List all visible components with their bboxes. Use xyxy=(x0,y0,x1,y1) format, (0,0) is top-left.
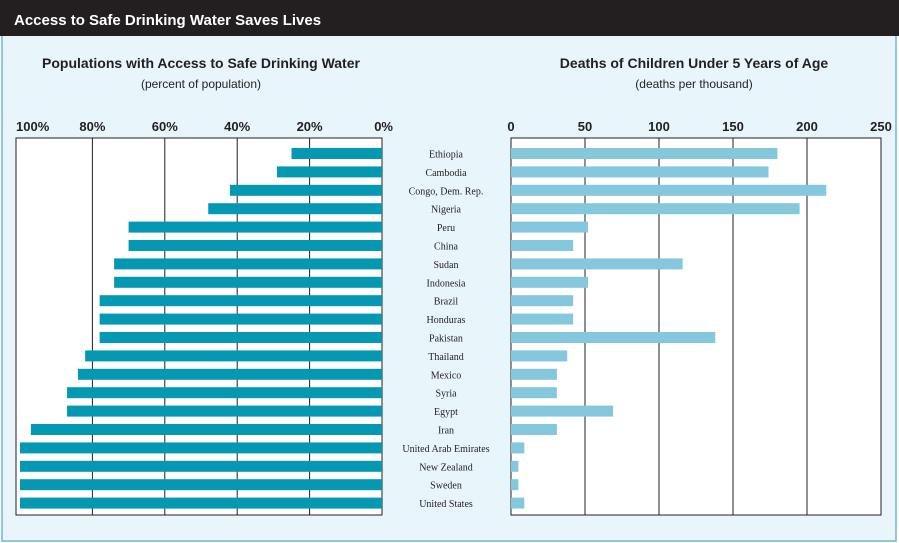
right-bar xyxy=(511,313,574,325)
left-bar xyxy=(277,166,382,178)
country-label: Honduras xyxy=(427,315,466,326)
right-bar xyxy=(511,203,800,215)
left-bar xyxy=(20,442,382,454)
country-label: Cambodia xyxy=(425,168,467,179)
country-label: Thailand xyxy=(428,352,464,363)
left-bar xyxy=(77,368,383,380)
right-axis-ticks: 0 50 100 150 200 250 xyxy=(507,119,891,134)
country-label: Sweden xyxy=(430,481,462,492)
right-bar xyxy=(511,276,588,288)
right-bar xyxy=(511,221,588,233)
left-bar xyxy=(99,313,382,325)
country-label: Indonesia xyxy=(427,278,466,289)
left-tick-label: 20% xyxy=(297,119,323,134)
right-plot-area xyxy=(510,137,882,516)
country-label: Nigeria xyxy=(431,205,462,216)
left-bar xyxy=(67,405,382,417)
right-bar xyxy=(511,442,525,454)
right-tick-label: 150 xyxy=(722,119,744,134)
country-label: Congo, Dem. Rep. xyxy=(409,186,484,197)
left-bar xyxy=(114,276,383,288)
left-bar xyxy=(229,184,382,196)
left-bar xyxy=(20,460,382,472)
right-bar xyxy=(511,184,827,196)
right-bar xyxy=(511,148,778,159)
country-label: Syria xyxy=(435,389,457,400)
right-bar xyxy=(511,332,716,343)
left-bar xyxy=(114,258,383,270)
figure-title: Access to Safe Drinking Water Saves Live… xyxy=(14,12,321,29)
right-bar xyxy=(511,479,519,491)
country-label: Mexico xyxy=(431,370,462,381)
left-bar xyxy=(85,350,382,362)
right-chart-subtitle: (deaths per thousand) xyxy=(635,77,752,91)
left-bar xyxy=(20,479,382,491)
left-chart-subtitle: (percent of population) xyxy=(141,77,261,91)
right-chart-title: Deaths of Children Under 5 Years of Age xyxy=(560,55,829,71)
right-bar xyxy=(511,295,574,307)
country-label: United Arab Emirates xyxy=(402,444,489,455)
left-bar xyxy=(291,148,382,159)
left-chart-title: Populations with Access to Safe Drinking… xyxy=(42,55,360,71)
right-tick-label: 100 xyxy=(648,119,670,134)
country-label: Pakistan xyxy=(429,334,463,345)
right-bar xyxy=(511,368,557,380)
right-bar xyxy=(511,460,519,472)
right-bar xyxy=(511,350,568,362)
left-tick-label: 40% xyxy=(224,119,250,134)
left-bar xyxy=(67,387,382,399)
right-bar xyxy=(511,497,525,509)
left-bar xyxy=(30,424,383,435)
left-bar xyxy=(20,497,382,509)
left-bar xyxy=(208,203,382,215)
country-label: Iran xyxy=(438,426,454,437)
right-tick-label: 250 xyxy=(870,119,892,134)
right-bar xyxy=(511,424,557,435)
title-bar xyxy=(0,0,899,36)
right-gridlines xyxy=(584,138,808,515)
right-bar xyxy=(511,387,557,399)
left-tick-label: 100% xyxy=(16,119,50,134)
right-bar xyxy=(511,405,614,417)
right-tick-label: 50 xyxy=(578,119,592,134)
country-label: Ethiopia xyxy=(429,150,463,161)
left-tick-label: 0% xyxy=(374,119,393,134)
left-bar xyxy=(99,295,382,307)
left-tick-label: 80% xyxy=(79,119,105,134)
left-tick-label: 60% xyxy=(152,119,178,134)
country-label: China xyxy=(434,242,458,253)
left-bar xyxy=(99,332,382,343)
left-bar xyxy=(128,221,382,233)
right-bar xyxy=(511,240,574,251)
right-bars xyxy=(511,148,827,509)
country-label: United States xyxy=(419,499,473,510)
left-axis-ticks: 100% 80% 60% 40% 20% 0% xyxy=(16,119,393,134)
country-label: Brazil xyxy=(434,297,459,308)
country-label: Sudan xyxy=(434,260,459,271)
country-label: Peru xyxy=(437,223,455,234)
right-bar xyxy=(511,258,683,270)
country-label: Egypt xyxy=(434,407,458,418)
left-bars xyxy=(20,148,383,509)
right-tick-label: 0 xyxy=(507,119,514,134)
right-bar xyxy=(511,166,769,178)
country-labels: Ethiopia Cambodia Congo, Dem. Rep. Nigeria P… xyxy=(402,150,489,511)
country-label: New Zealand xyxy=(419,462,473,473)
left-bar xyxy=(128,240,382,251)
right-tick-label: 200 xyxy=(796,119,818,134)
